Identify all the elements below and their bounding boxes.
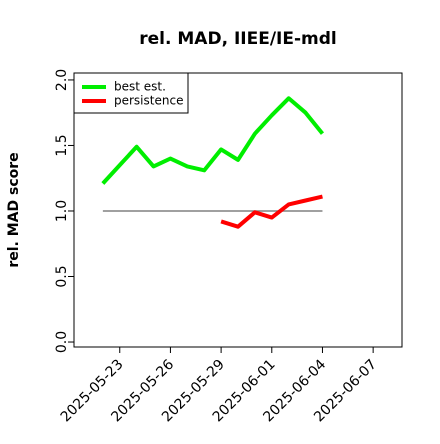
y-tick-label: 2.0 <box>54 69 70 91</box>
chart-title: rel. MAD, IIEE/IE-mdl <box>139 29 336 49</box>
legend-label: best est. <box>114 80 166 94</box>
y-tick-label: 1.5 <box>54 134 70 156</box>
legend-box <box>73 72 189 114</box>
y-axis-label: rel. MAD score <box>6 152 22 267</box>
y-tick-label: 1.0 <box>54 200 70 222</box>
legend-label: persistence <box>114 94 183 108</box>
plot-frame <box>73 72 403 348</box>
y-tick-label: 0.5 <box>54 265 70 287</box>
series-line <box>101 96 325 185</box>
series-line <box>220 194 323 229</box>
y-tick-label: 0.0 <box>54 331 70 353</box>
